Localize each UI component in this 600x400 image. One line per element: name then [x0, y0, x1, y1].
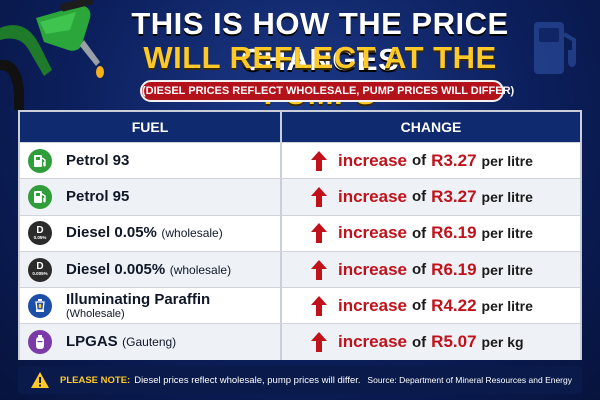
fuel-note: (wholesale): [161, 226, 223, 241]
change-direction: increase: [338, 295, 407, 315]
change-cell: increase of R3.27 per litre: [282, 179, 580, 214]
table-row: D 0.05% Diesel 0.05% (wholesale) increase of…: [20, 214, 580, 251]
fuel-cell: D 0.05% Diesel 0.05% (wholesale): [20, 215, 282, 251]
fuel-note: (Gauteng): [122, 335, 177, 350]
table-header: FUEL CHANGE: [20, 112, 580, 142]
fuel-name-wrap: Diesel 0.05% (wholesale): [66, 224, 223, 242]
change-unit: per litre: [481, 225, 533, 242]
footer-note-bar: PLEASE NOTE: Diesel prices reflect whole…: [18, 366, 582, 394]
diesel-badge-sulphur: 0.05%: [33, 234, 47, 240]
table-row: LPGAS (Gauteng) increase of R5.07 per kg: [20, 323, 580, 360]
change-amount: R3.27: [431, 150, 477, 170]
fuel-cell: Illuminating Paraffin (Wholesale): [20, 288, 282, 324]
fuel-name: Diesel 0.005%: [66, 260, 166, 278]
lantern-icon: [28, 293, 52, 318]
change-of: of: [412, 224, 427, 242]
fuel-name-wrap: Illuminating Paraffin (Wholesale): [66, 292, 210, 320]
fuel-pump-icon: [534, 22, 576, 74]
diesel-badge-letter: D: [36, 224, 44, 236]
source-text: Source: Department of Mineral Resources …: [367, 375, 572, 385]
column-header-change: CHANGE: [400, 119, 462, 135]
table-body: Petrol 93 increase of R3.27 per litre Petrol …: [20, 142, 580, 360]
change-amount: R6.19: [431, 223, 477, 243]
change-of: of: [412, 333, 427, 351]
change-amount: R3.27: [431, 186, 477, 206]
diesel-badge-icon: D 0.05%: [28, 221, 52, 246]
change-amount: R4.22: [431, 295, 477, 315]
change-direction: increase: [338, 150, 407, 170]
up-arrow-icon: [311, 295, 327, 316]
fuel-name-wrap: Diesel 0.005% (wholesale): [66, 261, 231, 279]
fuel-name-wrap: Petrol 95: [66, 188, 129, 206]
subtitle-banner: (DIESEL PRICES REFLECT WHOLESALE, PUMP P…: [140, 80, 514, 102]
change-cell: increase of R6.19 per litre: [282, 216, 580, 251]
fuel-name: LPGAS: [66, 333, 118, 351]
change-direction: increase: [338, 259, 407, 279]
change-cell: increase of R6.19 per litre: [282, 252, 580, 287]
fuel-note: (wholesale): [169, 262, 232, 277]
fuel-name: Petrol 93: [66, 151, 130, 169]
up-arrow-icon: [311, 150, 327, 171]
fuel-cell: Petrol 95: [20, 179, 282, 215]
change-of: of: [412, 152, 427, 170]
note-text: Diesel prices reflect wholesale, pump pr…: [134, 374, 361, 386]
change-unit: per litre: [481, 188, 533, 205]
fuel-nozzle-icon: [0, 0, 104, 110]
table-row: D 0.005% Diesel 0.005% (wholesale) increase…: [20, 250, 580, 288]
note-label: PLEASE NOTE:: [60, 374, 131, 386]
change-direction: increase: [338, 186, 407, 206]
diesel-badge-icon: D 0.005%: [28, 257, 52, 282]
change-of: of: [412, 261, 427, 279]
diesel-badge-letter: D: [36, 261, 44, 273]
change-direction: increase: [338, 332, 407, 352]
change-unit: per litre: [481, 152, 533, 169]
change-of: of: [412, 188, 427, 206]
price-change-table: FUEL CHANGE Petrol 93 increase of R3.27 per …: [18, 110, 582, 360]
change-unit: per litre: [481, 297, 533, 314]
petrol-pump-icon: [28, 148, 52, 173]
fuel-cell: D 0.005% Diesel 0.005% (wholesale): [20, 251, 282, 288]
fuel-name-wrap: LPGAS (Gauteng): [66, 333, 176, 351]
fuel-name: Diesel 0.05%: [66, 224, 157, 242]
gas-cylinder-icon: [28, 330, 52, 355]
change-cell: increase of R4.22 per litre: [282, 288, 580, 323]
change-cell: increase of R5.07 per kg: [282, 324, 580, 359]
table-row: Petrol 95 increase of R3.27 per litre: [20, 178, 580, 215]
up-arrow-icon: [311, 186, 327, 207]
fuel-note: (Wholesale): [66, 307, 125, 320]
change-of: of: [412, 297, 427, 315]
warning-icon: [31, 372, 49, 388]
page-title: THIS IS HOW THE PRICE CHANGES: [131, 6, 509, 77]
diesel-badge-sulphur: 0.005%: [32, 271, 48, 277]
up-arrow-icon: [311, 223, 327, 244]
up-arrow-icon: [311, 332, 327, 353]
change-unit: per litre: [481, 261, 533, 278]
fuel-name-wrap: Petrol 93: [66, 152, 129, 170]
change-amount: R5.07: [431, 332, 477, 352]
fuel-cell: LPGAS (Gauteng): [20, 324, 282, 360]
petrol-pump-icon: [28, 184, 52, 209]
change-cell: increase of R3.27 per litre: [282, 143, 580, 178]
fuel-cell: Petrol 93: [20, 143, 282, 179]
change-direction: increase: [338, 223, 407, 243]
up-arrow-icon: [311, 259, 327, 280]
fuel-name: Illuminating Paraffin: [66, 290, 211, 308]
change-amount: R6.19: [431, 259, 477, 279]
table-row: Petrol 93 increase of R3.27 per litre: [20, 142, 580, 179]
column-header-fuel: FUEL: [20, 112, 282, 142]
table-row: Illuminating Paraffin (Wholesale) increase…: [20, 287, 580, 324]
change-unit: per kg: [481, 334, 524, 351]
fuel-name: Petrol 95: [66, 187, 130, 205]
